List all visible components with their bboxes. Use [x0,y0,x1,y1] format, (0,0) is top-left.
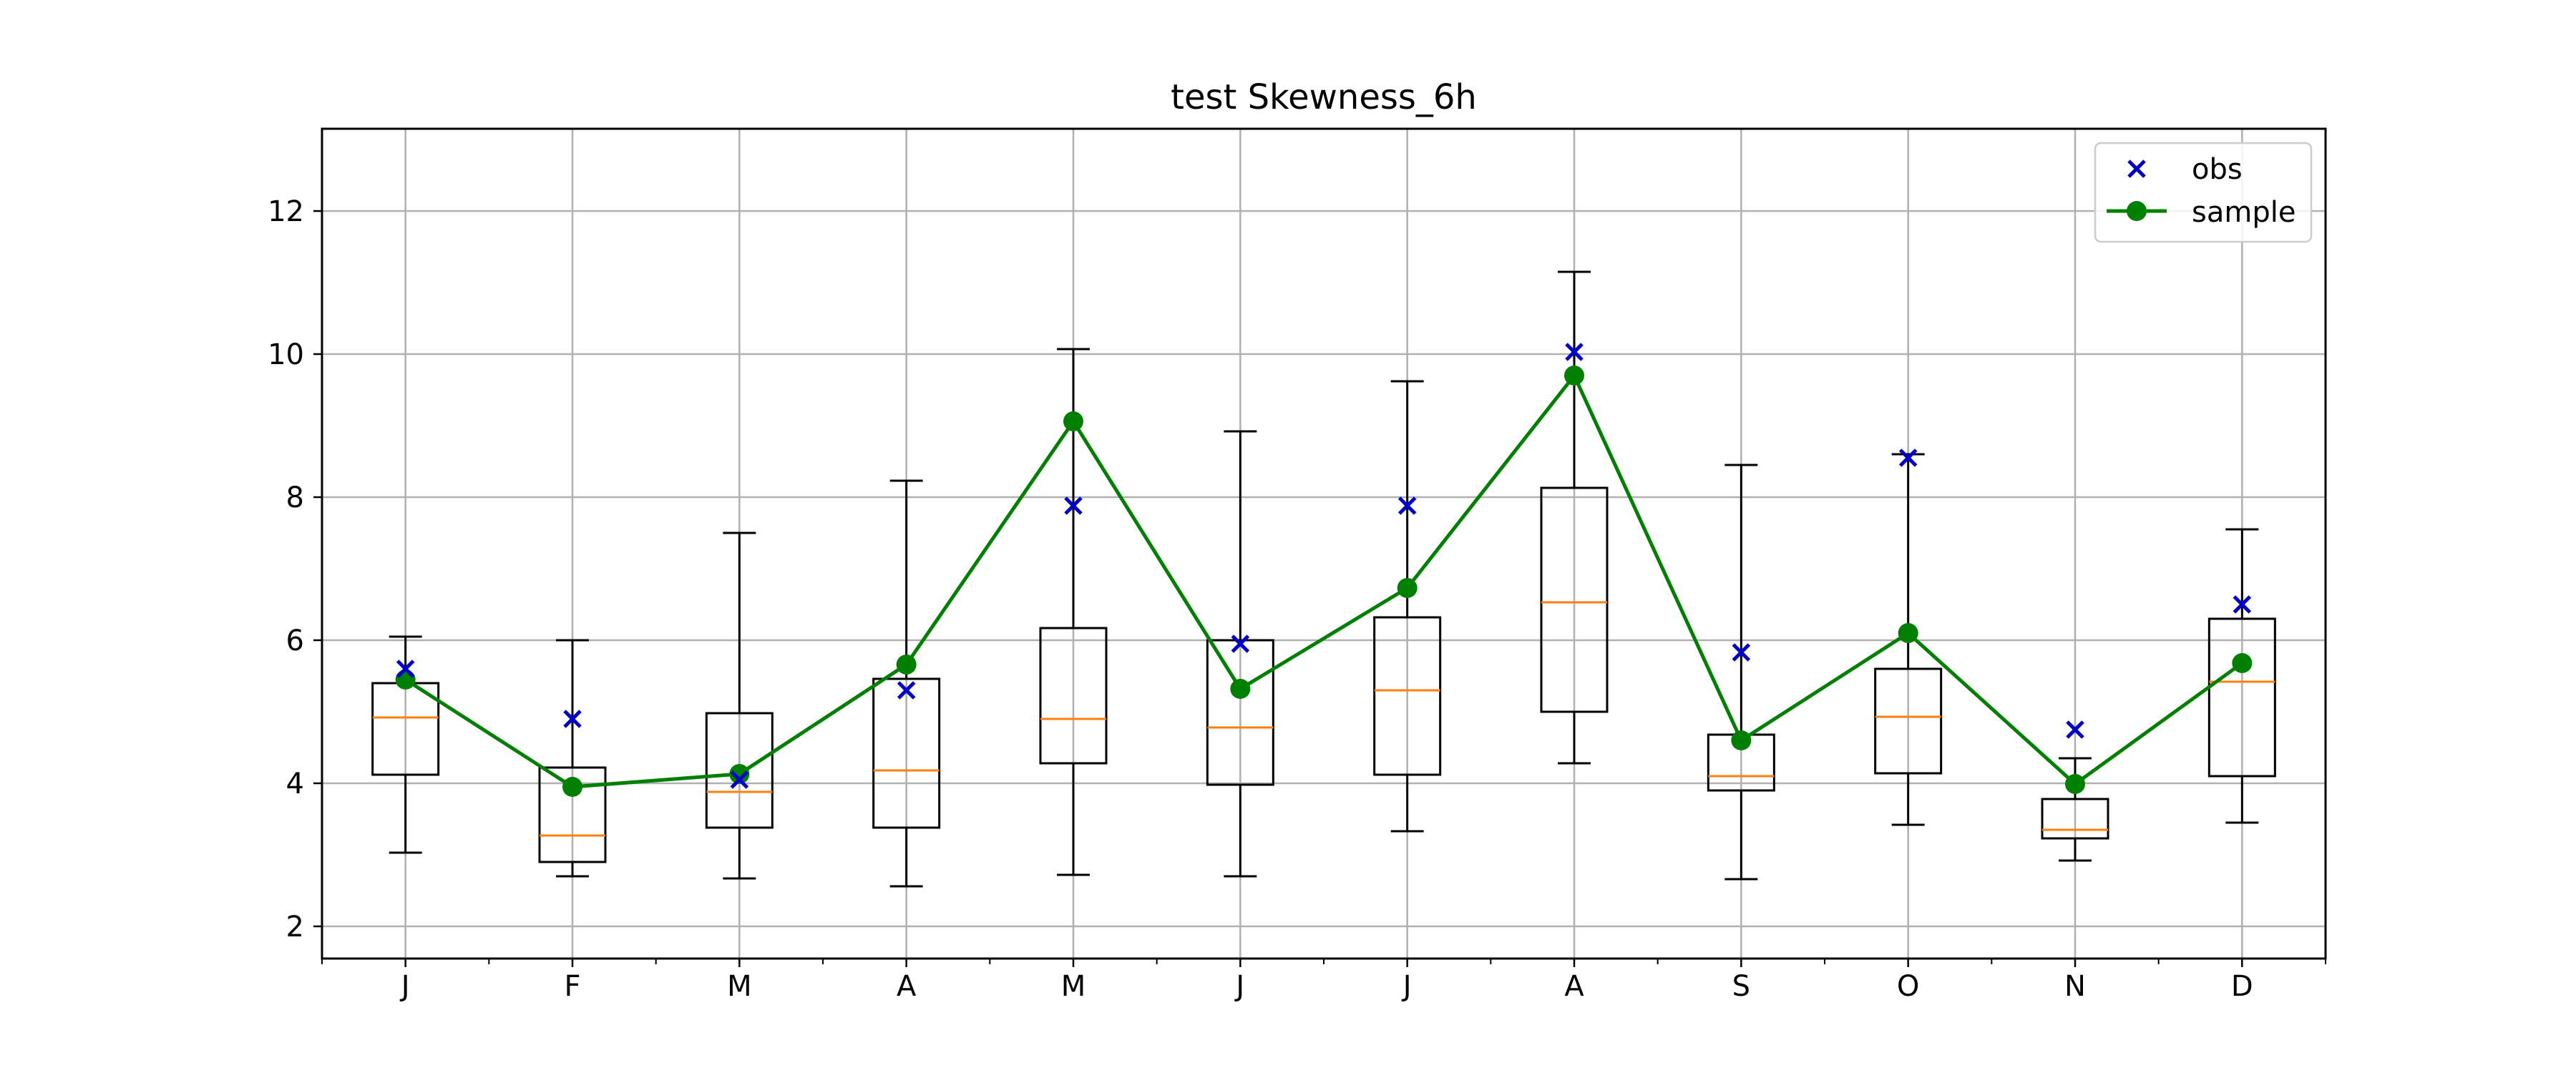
obs-point-stroke [563,710,582,728]
box-iqr [1874,667,1943,775]
obs-point [396,660,415,678]
sample-point [1397,578,1418,598]
obs-point-stroke [1565,343,1584,361]
obs-point [1064,496,1083,515]
x-tick-label: J [1234,970,1244,1003]
legend: obs sample [2094,142,2313,243]
box-iqr [1373,616,1442,776]
box-iqr [1206,639,1274,786]
sample-point [2065,774,2085,794]
obs-point [1231,635,1250,653]
box-iqr [2207,617,2276,778]
x-tick-label: D [2231,970,2253,1003]
legend-obs-marker [2127,160,2146,178]
obs-point-stroke [1064,496,1083,515]
obs-point-stroke [1898,449,1918,467]
y-tick-label: 6 [286,624,304,657]
box-iqr [1039,627,1108,765]
sample-point [2232,653,2253,673]
sample-line [404,373,2243,789]
sample-point [395,670,416,690]
box-iqr [705,712,774,829]
sample-point [1230,679,1251,699]
legend-box [2094,142,2313,243]
sample-point [1731,730,1752,750]
legend-sample-label: sample [2192,196,2296,229]
obs-point-stroke [396,660,415,678]
box-iqr [2041,798,2109,840]
sample-point [729,764,750,784]
obs-point [563,710,582,728]
y-tick-label: 12 [268,195,304,228]
x-tick-label: M [727,970,752,1003]
obs-point [1898,449,1918,467]
sample-point [1063,411,1083,431]
y-tick-label: 2 [286,911,304,944]
box-iqr [538,766,607,863]
x-tick-label: N [2064,970,2086,1003]
obs-point [897,681,916,700]
obs-point [1732,643,1751,662]
sample-point [562,777,582,797]
x-tick-label: M [1061,970,1086,1003]
obs-point-stroke [1231,635,1250,653]
series-layer [395,343,2253,797]
sample-point [1564,366,1584,386]
x-tick-label: A [1564,970,1584,1003]
obs-point-stroke [1397,496,1417,515]
legend-sample-marker [2127,201,2147,221]
sample-point [1898,623,1918,643]
obs-point-stroke [2066,720,2084,739]
obs-point [2066,720,2084,739]
boxplots [371,270,2276,888]
y-tick-label: 10 [268,338,304,371]
x-tick-label: A [897,970,917,1003]
obs-point [2233,595,2252,614]
obs-point [1397,496,1417,515]
obs-point-stroke [730,770,749,789]
legend-obs-label: obs [2192,153,2243,186]
box-iqr [872,677,941,829]
x-tick-label: F [564,970,580,1003]
x-tick-label: O [1897,970,1919,1003]
x-tick-label: J [399,970,410,1003]
y-tick-label: 8 [286,481,304,514]
box-iqr [1540,486,1609,713]
chart-title: test Skewness_6h [1171,77,1477,117]
obs-point-stroke [897,681,916,700]
obs-point [1565,343,1584,361]
sample-point [896,655,917,675]
grid-lines [322,129,2326,959]
obs-point [730,770,749,789]
plot-frame [321,127,2327,960]
obs-point-stroke [1732,643,1751,662]
x-tick-label: J [1401,970,1412,1003]
axis-ticks: 2 4 6 8 10 12 J F M A M J J A S O N D [268,195,2326,1003]
obs-point-stroke [2233,595,2252,614]
y-tick-label: 4 [286,768,304,800]
x-tick-label: S [1732,970,1750,1003]
